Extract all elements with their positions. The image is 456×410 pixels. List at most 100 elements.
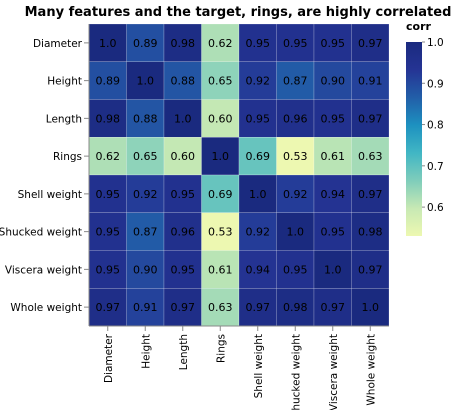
cell-label: 0.92 <box>246 226 271 239</box>
cell-label: 1.0 <box>324 263 342 276</box>
cell-label: 0.89 <box>133 37 158 50</box>
cell-label: 0.97 <box>246 301 271 314</box>
heatmap-cell <box>276 99 315 138</box>
y-tick-label: Length <box>46 113 82 125</box>
legend-color-bar <box>406 42 422 236</box>
cell-label: 0.95 <box>171 188 196 201</box>
cell-label: 0.53 <box>283 150 308 163</box>
cell-label: 0.95 <box>246 37 271 50</box>
heatmap-cell <box>238 61 277 100</box>
cell-label: 0.65 <box>208 75 233 88</box>
heatmap-cell <box>313 212 352 251</box>
legend-tick-label: 1.0 <box>427 37 444 49</box>
heatmap-cell <box>163 212 202 251</box>
cell-label: 0.91 <box>133 301 158 314</box>
legend-tick-label: 0.8 <box>427 120 444 132</box>
y-tick-label: Shell weight <box>18 189 82 201</box>
cell-label: 1.0 <box>362 301 380 314</box>
heatmap-cell <box>276 23 315 62</box>
cell-label: 0.87 <box>283 75 308 88</box>
cell-label: 0.60 <box>208 112 233 125</box>
cell-label: 0.60 <box>171 150 196 163</box>
x-tick-label: Diameter <box>103 333 115 383</box>
cell-label: 0.97 <box>321 301 346 314</box>
heatmap-cell <box>126 61 165 100</box>
cell-label: 1.0 <box>212 150 230 163</box>
y-tick-label: Shucked weight <box>0 227 82 239</box>
cell-label: 0.97 <box>358 263 383 276</box>
cell-label: 0.98 <box>96 112 121 125</box>
x-tick-label: Shell weight <box>253 334 265 398</box>
cell-label: 0.90 <box>133 263 158 276</box>
heatmap-cell <box>313 99 352 138</box>
heatmap-cell <box>163 288 202 327</box>
heatmap-cell <box>126 250 165 289</box>
cell-label: 1.0 <box>99 37 117 50</box>
cell-label: 0.95 <box>171 263 196 276</box>
heatmap-cell <box>351 23 390 62</box>
cell-label: 0.63 <box>208 301 233 314</box>
heatmap-cell <box>238 174 277 213</box>
cell-label: 0.61 <box>321 150 346 163</box>
cell-label: 0.69 <box>208 188 233 201</box>
cell-label: 0.95 <box>96 263 121 276</box>
heatmap-cell <box>238 212 277 251</box>
heatmap-cell <box>238 250 277 289</box>
heatmap-cell <box>163 250 202 289</box>
heatmap-cell <box>351 250 390 289</box>
cell-label: 0.63 <box>358 150 383 163</box>
cell-label: 0.95 <box>321 37 346 50</box>
heatmap-cell <box>313 137 352 176</box>
legend-title: corr <box>406 20 432 33</box>
cell-label: 0.53 <box>208 226 233 239</box>
cell-label: 0.69 <box>246 150 271 163</box>
heatmap-cell <box>276 250 315 289</box>
cell-label: 1.0 <box>174 112 192 125</box>
heatmap-cell <box>88 250 127 289</box>
cell-label: 0.88 <box>133 112 158 125</box>
cell-label: 0.91 <box>358 75 383 88</box>
cell-label: 0.95 <box>96 188 121 201</box>
heatmap-cell <box>351 288 390 327</box>
legend-tick-label: 0.7 <box>427 161 444 173</box>
cell-label: 0.98 <box>283 301 308 314</box>
heatmap-cell <box>351 174 390 213</box>
cell-label: 0.62 <box>96 150 121 163</box>
x-tick-label: Length <box>178 334 190 370</box>
cell-label: 0.97 <box>358 112 383 125</box>
heatmap-cell <box>88 137 127 176</box>
heatmap-cell <box>126 212 165 251</box>
cell-label: 0.95 <box>321 112 346 125</box>
cell-label: 0.89 <box>96 75 121 88</box>
cell-label: 0.61 <box>208 263 233 276</box>
heatmap-cell <box>313 174 352 213</box>
cell-label: 0.96 <box>171 226 196 239</box>
heatmap-cell <box>201 174 240 213</box>
heatmap-cell <box>351 61 390 100</box>
cell-label: 0.97 <box>171 301 196 314</box>
cell-label: 0.95 <box>96 226 121 239</box>
cell-label: 0.98 <box>358 226 383 239</box>
heatmap-cell <box>163 137 202 176</box>
heatmap-cell <box>163 23 202 62</box>
cell-label: 0.62 <box>208 37 233 50</box>
y-tick-label: Height <box>47 76 82 88</box>
heatmap-cell <box>88 99 127 138</box>
x-tick-label: Shucked weight <box>290 334 302 410</box>
heatmap-cell <box>238 99 277 138</box>
cell-label: 1.0 <box>287 226 305 239</box>
heatmap-cell <box>88 23 127 62</box>
x-tick-label: Rings <box>215 334 227 363</box>
heatmap-cell <box>201 99 240 138</box>
cell-label: 0.97 <box>358 37 383 50</box>
cell-label: 0.96 <box>283 112 308 125</box>
cell-label: 0.65 <box>133 150 158 163</box>
heatmap-cell <box>276 174 315 213</box>
heatmap-cell <box>238 288 277 327</box>
cell-label: 0.97 <box>358 188 383 201</box>
x-tick-label: Viscera weight <box>328 334 340 410</box>
cell-label: 0.98 <box>171 37 196 50</box>
cell-label: 0.92 <box>283 188 308 201</box>
cell-label: 0.90 <box>321 75 346 88</box>
